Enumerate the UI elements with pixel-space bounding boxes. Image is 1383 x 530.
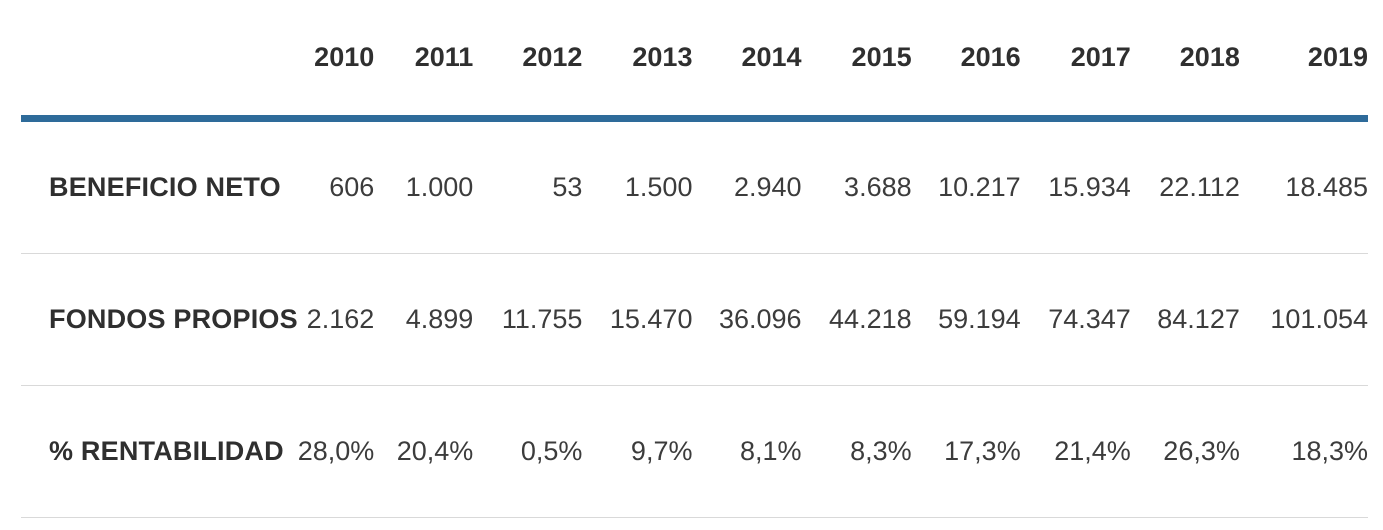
value-cell: 1.000 — [374, 118, 474, 254]
value-cell: 101.054 — [1239, 253, 1368, 386]
year-header: 2014 — [692, 0, 802, 122]
value-cell: 1.500 — [582, 118, 693, 254]
table-row-fondos-propios: FONDOS PROPIOS 2.162 4.899 11.755 15.470… — [21, 253, 1368, 386]
year-header: 2017 — [1020, 0, 1131, 122]
value-cell: 18,3% — [1239, 385, 1368, 518]
row-label: FONDOS PROPIOS — [21, 253, 298, 386]
value-cell: 15.934 — [1020, 118, 1131, 254]
value-cell: 44.218 — [801, 253, 912, 386]
value-cell: 22.112 — [1130, 118, 1240, 254]
value-cell: 17,3% — [911, 385, 1021, 518]
value-cell: 21,4% — [1020, 385, 1131, 518]
financial-table: 2010 2011 2012 2013 2014 2015 2016 2017 … — [21, 0, 1368, 518]
year-header: 2016 — [911, 0, 1021, 122]
value-cell: 0,5% — [473, 385, 583, 518]
value-cell: 2.940 — [692, 118, 802, 254]
value-cell: 28,0% — [274, 385, 375, 518]
row-label: BENEFICIO NETO — [21, 118, 281, 254]
value-cell: 74.347 — [1020, 253, 1131, 386]
value-cell: 10.217 — [911, 118, 1021, 254]
year-header: 2015 — [801, 0, 912, 122]
value-cell: 59.194 — [911, 253, 1021, 386]
table-row-beneficio-neto: BENEFICIO NETO 606 1.000 53 1.500 2.940 … — [21, 118, 1368, 254]
value-cell: 18.485 — [1239, 118, 1368, 254]
year-header: 2011 — [374, 0, 474, 122]
year-header: 2019 — [1239, 0, 1368, 122]
value-cell: 53 — [473, 118, 583, 254]
year-header: 2012 — [473, 0, 583, 122]
row-label: % RENTABILIDAD — [21, 385, 284, 518]
value-cell: 9,7% — [582, 385, 693, 518]
value-cell: 2.162 — [274, 253, 375, 386]
year-header: 2018 — [1130, 0, 1240, 122]
value-cell: 8,1% — [692, 385, 802, 518]
value-cell: 20,4% — [374, 385, 474, 518]
value-cell: 3.688 — [801, 118, 912, 254]
value-cell: 26,3% — [1130, 385, 1240, 518]
year-header-row: 2010 2011 2012 2013 2014 2015 2016 2017 … — [21, 0, 1368, 122]
value-cell: 11.755 — [473, 253, 583, 386]
value-cell: 36.096 — [692, 253, 802, 386]
value-cell: 15.470 — [582, 253, 693, 386]
financial-table-container: 2010 2011 2012 2013 2014 2015 2016 2017 … — [21, 0, 1368, 518]
corner-cell — [21, 0, 275, 122]
value-cell: 84.127 — [1130, 253, 1240, 386]
table-row-rentabilidad: % RENTABILIDAD 28,0% 20,4% 0,5% 9,7% 8,1… — [21, 385, 1368, 518]
year-header: 2010 — [274, 0, 375, 122]
year-header: 2013 — [582, 0, 693, 122]
value-cell: 8,3% — [801, 385, 912, 518]
value-cell: 606 — [274, 118, 375, 254]
value-cell: 4.899 — [374, 253, 474, 386]
